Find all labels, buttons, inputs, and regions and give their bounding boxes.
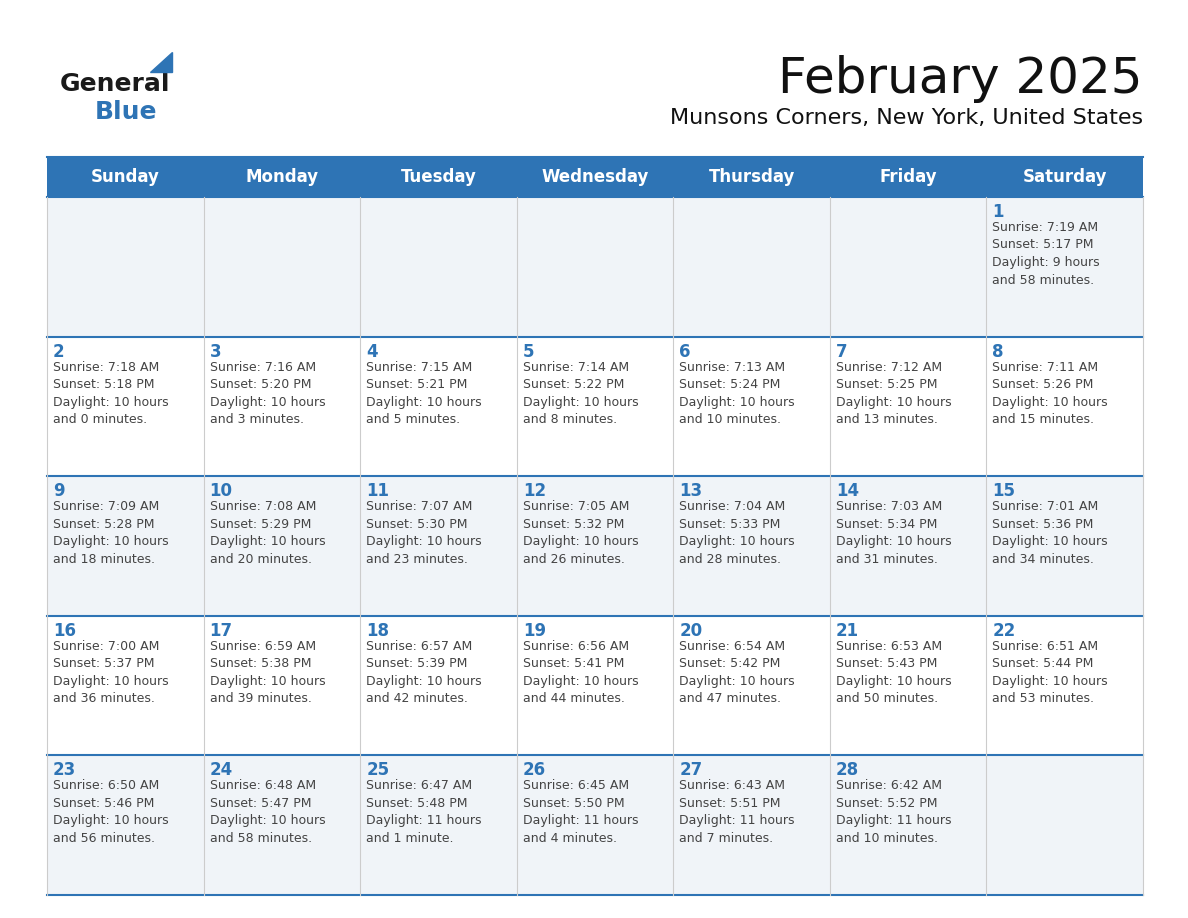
Text: Sunday: Sunday (90, 168, 159, 186)
Text: 12: 12 (523, 482, 545, 500)
Text: 24: 24 (209, 761, 233, 779)
Text: Tuesday: Tuesday (400, 168, 476, 186)
Text: Sunrise: 6:57 AM
Sunset: 5:39 PM
Daylight: 10 hours
and 42 minutes.: Sunrise: 6:57 AM Sunset: 5:39 PM Dayligh… (366, 640, 482, 705)
Bar (48, 197, 1143, 337)
Text: Sunrise: 6:42 AM
Sunset: 5:52 PM
Daylight: 11 hours
and 10 minutes.: Sunrise: 6:42 AM Sunset: 5:52 PM Dayligh… (836, 779, 952, 845)
Text: Sunrise: 6:50 AM
Sunset: 5:46 PM
Daylight: 10 hours
and 56 minutes.: Sunrise: 6:50 AM Sunset: 5:46 PM Dayligh… (53, 779, 169, 845)
Text: 28: 28 (836, 761, 859, 779)
Text: Sunrise: 7:15 AM
Sunset: 5:21 PM
Daylight: 10 hours
and 5 minutes.: Sunrise: 7:15 AM Sunset: 5:21 PM Dayligh… (366, 361, 482, 426)
Text: 2: 2 (53, 342, 64, 361)
Text: 11: 11 (366, 482, 390, 500)
Text: Sunrise: 7:07 AM
Sunset: 5:30 PM
Daylight: 10 hours
and 23 minutes.: Sunrise: 7:07 AM Sunset: 5:30 PM Dayligh… (366, 500, 482, 565)
Text: Sunrise: 6:59 AM
Sunset: 5:38 PM
Daylight: 10 hours
and 39 minutes.: Sunrise: 6:59 AM Sunset: 5:38 PM Dayligh… (209, 640, 326, 705)
Text: 16: 16 (53, 621, 76, 640)
Text: 23: 23 (53, 761, 76, 779)
Text: 17: 17 (209, 621, 233, 640)
Text: Sunrise: 6:54 AM
Sunset: 5:42 PM
Daylight: 10 hours
and 47 minutes.: Sunrise: 6:54 AM Sunset: 5:42 PM Dayligh… (680, 640, 795, 705)
Text: 26: 26 (523, 761, 545, 779)
Bar (48, 616, 1143, 756)
Text: Sunrise: 6:43 AM
Sunset: 5:51 PM
Daylight: 11 hours
and 7 minutes.: Sunrise: 6:43 AM Sunset: 5:51 PM Dayligh… (680, 779, 795, 845)
Text: 1: 1 (992, 203, 1004, 221)
Text: General: General (61, 72, 171, 96)
Text: Sunrise: 7:11 AM
Sunset: 5:26 PM
Daylight: 10 hours
and 15 minutes.: Sunrise: 7:11 AM Sunset: 5:26 PM Dayligh… (992, 361, 1108, 426)
Text: Sunrise: 6:45 AM
Sunset: 5:50 PM
Daylight: 11 hours
and 4 minutes.: Sunrise: 6:45 AM Sunset: 5:50 PM Dayligh… (523, 779, 638, 845)
Text: Sunrise: 7:13 AM
Sunset: 5:24 PM
Daylight: 10 hours
and 10 minutes.: Sunrise: 7:13 AM Sunset: 5:24 PM Dayligh… (680, 361, 795, 426)
Text: Sunrise: 6:48 AM
Sunset: 5:47 PM
Daylight: 10 hours
and 58 minutes.: Sunrise: 6:48 AM Sunset: 5:47 PM Dayligh… (209, 779, 326, 845)
Text: Monday: Monday (245, 168, 318, 186)
Text: Sunrise: 7:14 AM
Sunset: 5:22 PM
Daylight: 10 hours
and 8 minutes.: Sunrise: 7:14 AM Sunset: 5:22 PM Dayligh… (523, 361, 638, 426)
Text: Sunrise: 7:12 AM
Sunset: 5:25 PM
Daylight: 10 hours
and 13 minutes.: Sunrise: 7:12 AM Sunset: 5:25 PM Dayligh… (836, 361, 952, 426)
Text: Sunrise: 7:16 AM
Sunset: 5:20 PM
Daylight: 10 hours
and 3 minutes.: Sunrise: 7:16 AM Sunset: 5:20 PM Dayligh… (209, 361, 326, 426)
Text: 19: 19 (523, 621, 545, 640)
Text: 7: 7 (836, 342, 847, 361)
Text: Thursday: Thursday (708, 168, 795, 186)
Text: Sunrise: 7:01 AM
Sunset: 5:36 PM
Daylight: 10 hours
and 34 minutes.: Sunrise: 7:01 AM Sunset: 5:36 PM Dayligh… (992, 500, 1108, 565)
Text: 25: 25 (366, 761, 390, 779)
Text: 18: 18 (366, 621, 390, 640)
Text: Sunrise: 7:09 AM
Sunset: 5:28 PM
Daylight: 10 hours
and 18 minutes.: Sunrise: 7:09 AM Sunset: 5:28 PM Dayligh… (53, 500, 169, 565)
Text: 4: 4 (366, 342, 378, 361)
Text: 9: 9 (53, 482, 64, 500)
Text: Friday: Friday (879, 168, 937, 186)
Text: Wednesday: Wednesday (542, 168, 649, 186)
Text: 22: 22 (992, 621, 1016, 640)
Text: Sunrise: 6:51 AM
Sunset: 5:44 PM
Daylight: 10 hours
and 53 minutes.: Sunrise: 6:51 AM Sunset: 5:44 PM Dayligh… (992, 640, 1108, 705)
Text: Sunrise: 7:00 AM
Sunset: 5:37 PM
Daylight: 10 hours
and 36 minutes.: Sunrise: 7:00 AM Sunset: 5:37 PM Dayligh… (53, 640, 169, 705)
Text: Sunrise: 7:18 AM
Sunset: 5:18 PM
Daylight: 10 hours
and 0 minutes.: Sunrise: 7:18 AM Sunset: 5:18 PM Dayligh… (53, 361, 169, 426)
Text: Blue: Blue (95, 100, 158, 124)
Text: Sunrise: 7:08 AM
Sunset: 5:29 PM
Daylight: 10 hours
and 20 minutes.: Sunrise: 7:08 AM Sunset: 5:29 PM Dayligh… (209, 500, 326, 565)
Text: 8: 8 (992, 342, 1004, 361)
Text: Sunrise: 7:04 AM
Sunset: 5:33 PM
Daylight: 10 hours
and 28 minutes.: Sunrise: 7:04 AM Sunset: 5:33 PM Dayligh… (680, 500, 795, 565)
Bar (48, 476, 1143, 616)
Text: 14: 14 (836, 482, 859, 500)
Polygon shape (150, 52, 172, 72)
Text: 20: 20 (680, 621, 702, 640)
Text: February 2025: February 2025 (778, 55, 1143, 103)
Text: 3: 3 (209, 342, 221, 361)
Text: 5: 5 (523, 342, 535, 361)
Text: Munsons Corners, New York, United States: Munsons Corners, New York, United States (670, 108, 1143, 128)
Text: Sunrise: 7:03 AM
Sunset: 5:34 PM
Daylight: 10 hours
and 31 minutes.: Sunrise: 7:03 AM Sunset: 5:34 PM Dayligh… (836, 500, 952, 565)
Text: Sunrise: 7:19 AM
Sunset: 5:17 PM
Daylight: 9 hours
and 58 minutes.: Sunrise: 7:19 AM Sunset: 5:17 PM Dayligh… (992, 221, 1100, 286)
Text: 10: 10 (209, 482, 233, 500)
Text: Sunrise: 6:53 AM
Sunset: 5:43 PM
Daylight: 10 hours
and 50 minutes.: Sunrise: 6:53 AM Sunset: 5:43 PM Dayligh… (836, 640, 952, 705)
Text: Sunrise: 6:56 AM
Sunset: 5:41 PM
Daylight: 10 hours
and 44 minutes.: Sunrise: 6:56 AM Sunset: 5:41 PM Dayligh… (523, 640, 638, 705)
Text: 15: 15 (992, 482, 1016, 500)
Text: 27: 27 (680, 761, 702, 779)
Text: Sunrise: 6:47 AM
Sunset: 5:48 PM
Daylight: 11 hours
and 1 minute.: Sunrise: 6:47 AM Sunset: 5:48 PM Dayligh… (366, 779, 481, 845)
Text: Sunrise: 7:05 AM
Sunset: 5:32 PM
Daylight: 10 hours
and 26 minutes.: Sunrise: 7:05 AM Sunset: 5:32 PM Dayligh… (523, 500, 638, 565)
Bar (48, 337, 1143, 476)
Bar (48, 157, 1143, 197)
Text: Saturday: Saturday (1023, 168, 1107, 186)
Text: 21: 21 (836, 621, 859, 640)
Text: 13: 13 (680, 482, 702, 500)
Bar (48, 756, 1143, 895)
Text: 6: 6 (680, 342, 690, 361)
